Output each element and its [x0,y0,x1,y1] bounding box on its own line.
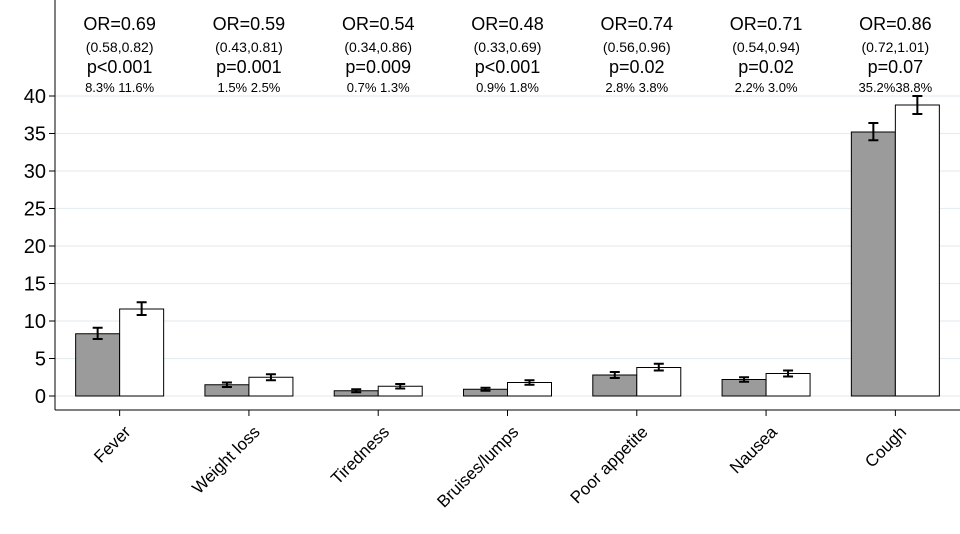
odds-ratio-label: OR=0.71 [730,14,803,34]
y-tick-label: 10 [24,311,46,333]
percentage-label: 1.5% 2.5% [217,80,280,95]
odds-ratio-label: OR=0.54 [342,14,415,34]
x-tick-label: Bruises/lumps [433,422,522,511]
odds-ratio-label: OR=0.69 [83,14,156,34]
y-tick-label: 30 [24,161,46,183]
bar [75,333,121,397]
p-value-label: p=0.009 [345,57,411,77]
x-tick-label: Poor appetite [567,422,652,507]
y-tick-label: 15 [24,274,46,296]
axes [49,0,960,416]
y-tick-label: 35 [24,124,46,146]
confidence-interval-label: (0.54,0.94) [732,39,800,55]
confidence-interval-label: (0.72,1.01) [861,39,929,55]
bars [75,95,940,397]
x-tick-label: Nausea [726,422,781,477]
odds-ratio-label: OR=0.48 [471,14,544,34]
y-tick-label: 25 [24,199,46,221]
bar [894,104,940,397]
confidence-interval-label: (0.43,0.81) [215,39,283,55]
odds-ratio-label: OR=0.59 [213,14,286,34]
confidence-interval-label: (0.58,0.82) [86,39,154,55]
y-tick-label: 20 [24,236,46,258]
p-value-label: p=0.07 [868,57,924,77]
confidence-interval-label: (0.34,0.86) [344,39,412,55]
percentage-label: 2.8% 3.8% [605,80,668,95]
bar [119,308,165,397]
percentage-label: 0.7% 1.3% [347,80,410,95]
percentage-label: 8.3% 11.6% [85,80,155,95]
x-tick-label: Fever [90,422,134,466]
p-value-label: p=0.001 [216,57,282,77]
y-tick-labels: 0 5 10 15 20 25 30 35 40 [24,86,46,408]
x-tick-label: Weight loss [188,422,263,497]
p-value-label: p<0.001 [475,57,541,77]
bar [636,367,682,397]
p-value-label: p<0.001 [87,57,153,77]
p-value-label: p=0.02 [738,57,794,77]
bar [850,131,896,397]
confidence-interval-label: (0.56,0.96) [603,39,671,55]
confidence-interval-label: (0.33,0.69) [474,39,542,55]
percentage-label: 2.2% 3.0% [735,80,798,95]
annotations: OR=0.69 (0.58,0.82) p<0.001 8.3% 11.6% OR=0.… [83,14,932,95]
percentage-label: 35.2%38.8% [858,80,932,95]
y-tick-label: 5 [35,349,46,371]
x-tick-label: Cough [861,422,910,471]
percentage-label: 0.9% 1.8% [476,80,539,95]
x-tick-label: Tiredness [327,422,393,488]
y-tick-label: 0 [35,386,46,408]
p-value-label: p=0.02 [609,57,665,77]
x-tick-labels: Fever Weight loss Tiredness Bruises/lumps Po… [90,422,910,511]
gridlines [55,95,960,397]
odds-ratio-label: OR=0.86 [859,14,932,34]
odds-ratio-label: OR=0.74 [601,14,674,34]
y-tick-label: 40 [24,86,46,108]
